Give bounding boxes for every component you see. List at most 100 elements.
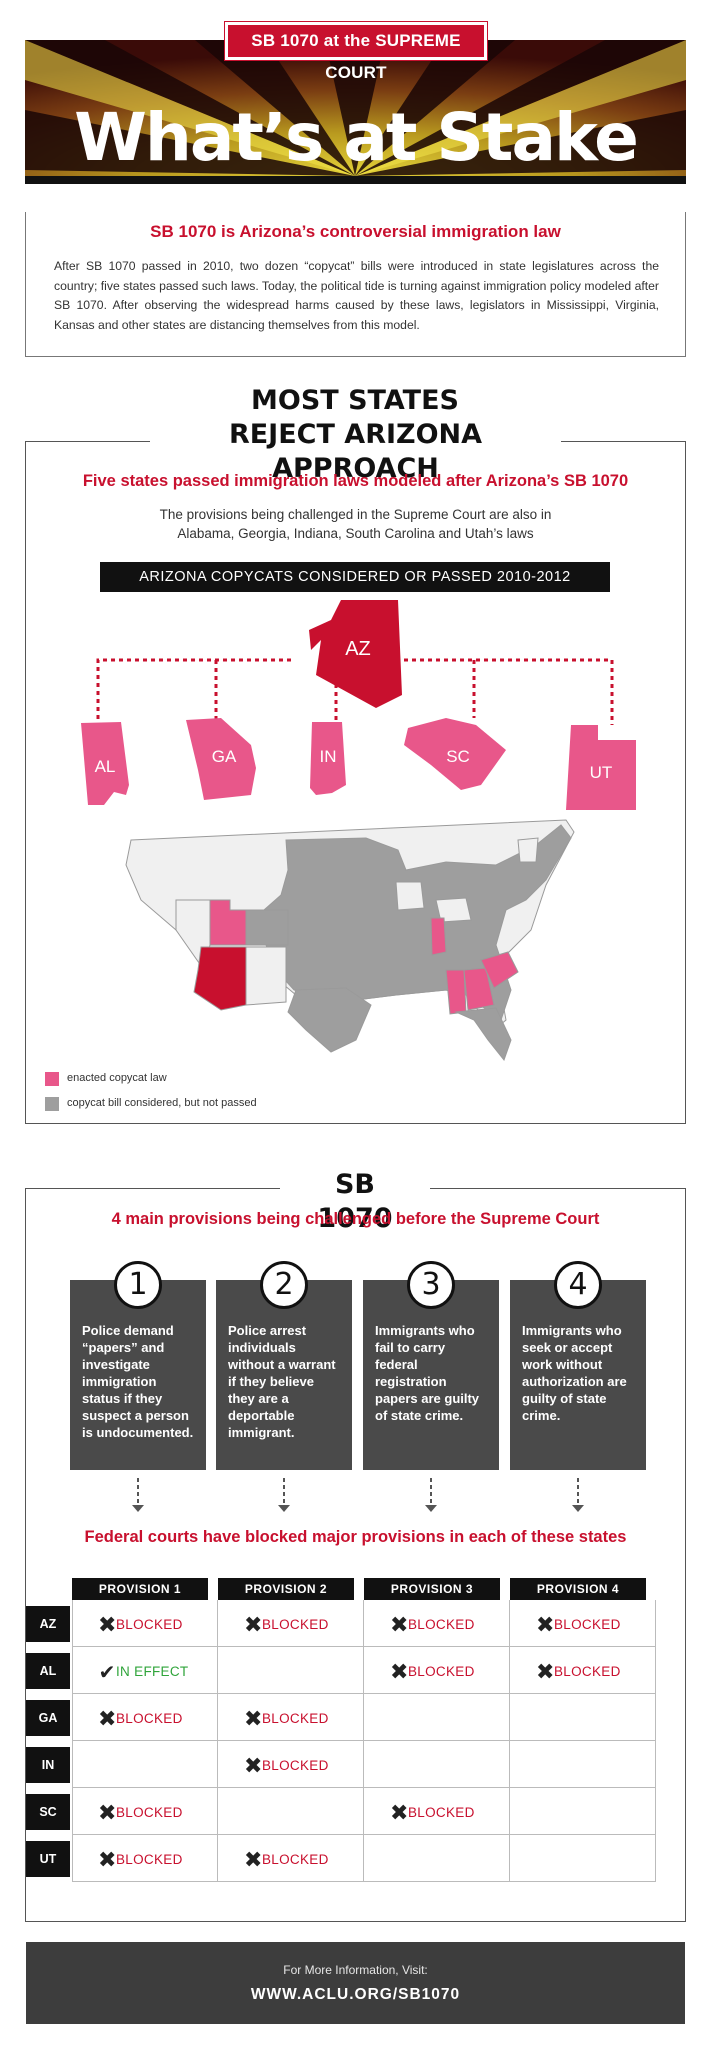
table-cell (72, 1600, 218, 1647)
provision-text-3: Immigrants who fail to carry federal reg… (375, 1323, 480, 1423)
copycat-subtitle: Five states passed immigration laws mode… (82, 472, 629, 490)
status-label: BLOCKED (408, 1617, 475, 1632)
state-label: SC (26, 1794, 70, 1830)
intro-box: SB 1070 is Arizona’s controversial immig… (25, 212, 686, 357)
state-label: UT (26, 1841, 70, 1877)
table-cell (218, 1647, 364, 1694)
intro-text: After SB 1070 passed in 2010, two dozen … (54, 259, 659, 332)
table-cell (218, 1741, 364, 1788)
provision-number-1: 1 (114, 1261, 162, 1309)
column-header-provision-2: PROVISION 2 (218, 1578, 354, 1600)
blocked-subtitle: Federal courts have blocked major provis… (84, 1528, 627, 1546)
al-shape (81, 722, 129, 805)
footer-caption: For More Information, Visit: (283, 1963, 428, 1977)
x-mark-icon: ✖ (390, 1801, 409, 1826)
status-label: BLOCKED (116, 1711, 183, 1726)
column-header-provision-4: PROVISION 4 (510, 1578, 646, 1600)
legend-label-considered: copycat bill considered, but not passed (67, 1097, 257, 1109)
x-mark-icon: ✖ (536, 1613, 555, 1638)
page-title: What’s at Stake (74, 99, 639, 176)
table-cell (218, 1835, 364, 1882)
provision-number-2: 2 (260, 1261, 308, 1309)
az-label: AZ (345, 638, 371, 660)
us-map (125, 819, 575, 1062)
table-cell (364, 1647, 510, 1694)
status-blocked: ✖BLOCKED (244, 1754, 329, 1779)
copycat-bar-label: ARIZONA COPYCATS CONSIDERED OR PASSED 20… (100, 562, 610, 592)
table-cell (510, 1694, 656, 1741)
x-mark-icon: ✖ (98, 1801, 117, 1826)
table-cell (510, 1647, 656, 1694)
provision-text-4: Immigrants who seek or accept work witho… (522, 1323, 627, 1423)
legend-swatch-enacted (45, 1072, 59, 1086)
provision-text-2: Police arrest individuals without a warr… (228, 1323, 336, 1440)
status-blocked: ✖BLOCKED (244, 1848, 329, 1873)
status-label: BLOCKED (116, 1852, 183, 1867)
footer-link[interactable]: WWW.ACLU.ORG/SB1070 (250, 1986, 461, 2003)
status-in-effect: ✔IN EFFECT (98, 1660, 189, 1684)
table-cell (364, 1835, 510, 1882)
al-label: AL (95, 757, 116, 776)
x-mark-icon: ✖ (98, 1848, 117, 1873)
table-cell (72, 1647, 218, 1694)
status-label: BLOCKED (408, 1805, 475, 1820)
provision-card-3: 3 Immigrants who fail to carry federal r… (363, 1261, 499, 1470)
table-cell (364, 1741, 510, 1788)
ga-shape (186, 718, 256, 800)
x-mark-icon: ✖ (244, 1613, 263, 1638)
status-label: IN EFFECT (116, 1664, 189, 1679)
table-cell (510, 1835, 656, 1882)
table-cell (218, 1694, 364, 1741)
desc-line-1: The provisions being challenged in the S… (159, 507, 552, 522)
column-header-provision-3: PROVISION 3 (364, 1578, 500, 1600)
table-cell (72, 1835, 218, 1882)
x-mark-icon: ✖ (244, 1848, 263, 1873)
provision-number-3: 3 (407, 1261, 455, 1309)
in-shape (310, 722, 346, 795)
section-heading-line1: MOST STATES (230, 384, 480, 418)
status-blocked: ✖BLOCKED (390, 1660, 475, 1685)
status-blocked: ✖BLOCKED (536, 1613, 621, 1638)
status-blocked: ✖BLOCKED (98, 1801, 183, 1826)
in-label: IN (320, 747, 337, 766)
status-blocked: ✖BLOCKED (98, 1848, 183, 1873)
ut-shape (566, 725, 636, 810)
x-mark-icon: ✖ (536, 1660, 555, 1685)
sc-shape (404, 718, 506, 790)
header-tag: SB 1070 at the SUPREME COURT (224, 21, 488, 82)
state-label: AZ (26, 1606, 70, 1642)
provision-card-4: 4 Immigrants who seek or accept work wit… (510, 1261, 646, 1470)
state-label: IN (26, 1747, 70, 1783)
down-arrow-icon (425, 1478, 437, 1514)
table-cell (72, 1788, 218, 1835)
table-cell (72, 1741, 218, 1788)
status-blocked: ✖BLOCKED (536, 1660, 621, 1685)
status-blocked: ✖BLOCKED (98, 1707, 183, 1732)
table-cell (364, 1600, 510, 1647)
down-arrow-icon (132, 1478, 144, 1514)
x-mark-icon: ✖ (390, 1660, 409, 1685)
legend-swatch-considered (45, 1097, 59, 1111)
copycat-description: The provisions being challenged in the S… (26, 505, 685, 543)
down-arrow-icon (572, 1478, 584, 1514)
status-label: BLOCKED (116, 1617, 183, 1632)
sb1070-heading: SB 1070 (280, 1168, 430, 1236)
provisions-subtitle: 4 main provisions being challenged befor… (111, 1210, 600, 1228)
table-cell (510, 1788, 656, 1835)
status-label: BLOCKED (262, 1711, 329, 1726)
desc-line-2: Alabama, Georgia, Indiana, South Carolin… (177, 526, 534, 541)
table-cell (218, 1600, 364, 1647)
ga-label: GA (212, 747, 237, 766)
status-label: BLOCKED (262, 1852, 329, 1867)
x-mark-icon: ✖ (390, 1613, 409, 1638)
section-heading-line2: REJECT ARIZONA APPROACH (150, 418, 561, 486)
intro-title: SB 1070 is Arizona’s controversial immig… (150, 222, 561, 241)
status-blocked: ✖BLOCKED (390, 1801, 475, 1826)
status-blocked: ✖BLOCKED (98, 1613, 183, 1638)
status-label: BLOCKED (554, 1664, 621, 1679)
status-blocked: ✖BLOCKED (244, 1613, 329, 1638)
table-cell (72, 1694, 218, 1741)
table-cell (364, 1788, 510, 1835)
header-divider (25, 176, 686, 184)
provision-number-4: 4 (554, 1261, 602, 1309)
